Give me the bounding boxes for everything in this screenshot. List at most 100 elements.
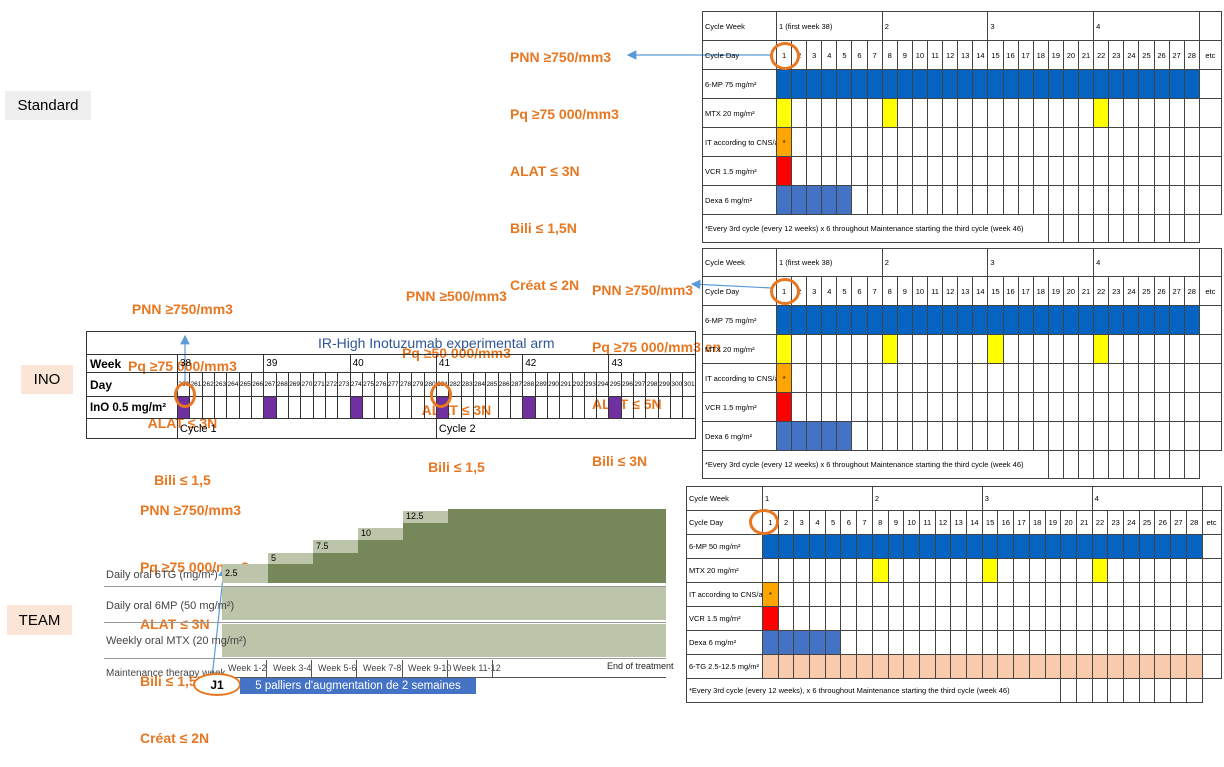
schedule-cell [851,156,868,186]
schedule-cell [1168,127,1185,157]
schedule-cell [1093,392,1110,422]
schedule-cell [821,421,838,451]
schedule-cell [1123,654,1140,679]
ino-dose-cell [472,396,487,419]
arm-label-team: TEAM [7,605,72,635]
cycle-day-cell: 23 [1108,276,1125,306]
schedule-cell [1198,392,1222,422]
schedule-cell [809,630,826,655]
schedule-cell [1153,421,1170,451]
schedule-cell [777,558,795,583]
schedule-cell [806,421,823,451]
tg-step-5: 12.5 [403,511,448,523]
schedule-cell [981,558,999,583]
schedule-cell [775,69,793,99]
schedule-cell [1153,156,1170,186]
schedule-cell [997,534,1015,559]
cycle-day-cell: 18 [1032,40,1049,70]
schedule-cell [821,334,838,364]
schedule-cell [934,534,952,559]
schedule-cell [896,98,913,128]
tg-step-value: 10 [361,528,372,538]
cycle-week-label: Cycle Week [686,486,763,511]
row-it: IT according to CNS/age * [702,363,1222,393]
schedule-cell [1047,392,1064,422]
schedule-cell [1138,630,1156,655]
schedule-cell [1077,305,1095,335]
ino-week-label: Week [86,354,178,373]
ino-day-cell: 273 [337,372,351,397]
schedule-cell [793,654,811,679]
schedule-cell [1017,69,1034,99]
drug-label: IT according to CNS/age [686,582,763,607]
schedule-ino-maintenance: Cycle Week 1 (first week 38) 2 3 4 Cycle… [702,248,1222,479]
cycle-day-cell: etc [1201,510,1222,535]
cycle-day-cell: 5 [836,276,853,306]
schedule-cell [836,185,853,215]
cycle-day-cell: 14 [972,40,989,70]
drug-label: MTX 20 mg/m² [702,334,777,364]
team-week-axis: Week 1-2 Week 3-4 Week 5-6 Week 7-8 Week… [222,660,666,678]
schedule-cell [934,606,952,631]
schedule-cell [793,630,811,655]
schedule-cell [1077,127,1095,157]
ino-day-cell: 295 [608,372,622,397]
schedule-cell [926,305,944,335]
ino-day-cell: 276 [374,372,388,397]
schedule-cell [942,156,959,186]
schedule-cell [1032,363,1049,393]
schedule-cell [881,334,898,364]
schedule-cell [1168,305,1185,335]
schedule-cell [762,558,779,583]
schedule-cell [871,630,889,655]
ino-dose-cell [657,396,672,419]
schedule-cell [987,421,1004,451]
ino-day-cell: 268 [275,372,289,397]
cycle-day-cell: 22 [1093,40,1110,70]
cycle-day-cell: 3 [793,510,811,535]
ino-week-cell: 42 [522,354,610,373]
schedule-cell [881,305,898,335]
schedule-cell [1185,558,1203,583]
schedule-cell [1017,185,1034,215]
schedule-cell [1060,534,1077,559]
cycle-day-cell: 20 [1060,510,1077,535]
team-row-week: Maintenance therapy week [106,668,226,679]
ino-dose-cell [546,396,561,419]
schedule-cell [918,582,936,607]
schedule-cell [1032,392,1049,422]
ino-day-cell: 292 [571,372,585,397]
criteria-line: ALAT ≤ 3N [140,616,210,632]
ino-dose-cell [485,396,499,419]
cycle-week-2: 2 [871,486,983,511]
schedule-cell [934,630,952,655]
team-separator [104,622,666,623]
row-dexa: Dexa 6 mg/m² [686,630,1222,655]
schedule-cell [1138,156,1155,186]
mtx-bar [222,624,666,657]
schedule-cell [821,127,838,157]
schedule-cell [1108,305,1125,335]
schedule-cell [1183,363,1200,393]
schedule-cell [934,582,952,607]
team-week-baseline [222,677,666,678]
schedule-cell [1138,185,1155,215]
schedule-cell [775,421,793,451]
cycle-day-cell: 9 [896,276,913,306]
schedule-cell [851,305,868,335]
schedule-cell [791,421,808,451]
schedule-cell [856,606,873,631]
schedule-cell [1062,156,1079,186]
schedule-cell [1201,534,1222,559]
cycle-day-cell: 14 [972,276,989,306]
ino-dose-cell [460,396,474,419]
schedule-cell [887,630,905,655]
schedule-cell [987,98,1004,128]
schedule-cell [1047,450,1064,479]
schedule-cell [1002,392,1019,422]
ino-dose-cell [596,396,610,419]
schedule-cell [1201,558,1222,583]
schedule-cell [1138,534,1156,559]
schedule-cell [881,156,898,186]
schedule-cell [972,69,989,99]
